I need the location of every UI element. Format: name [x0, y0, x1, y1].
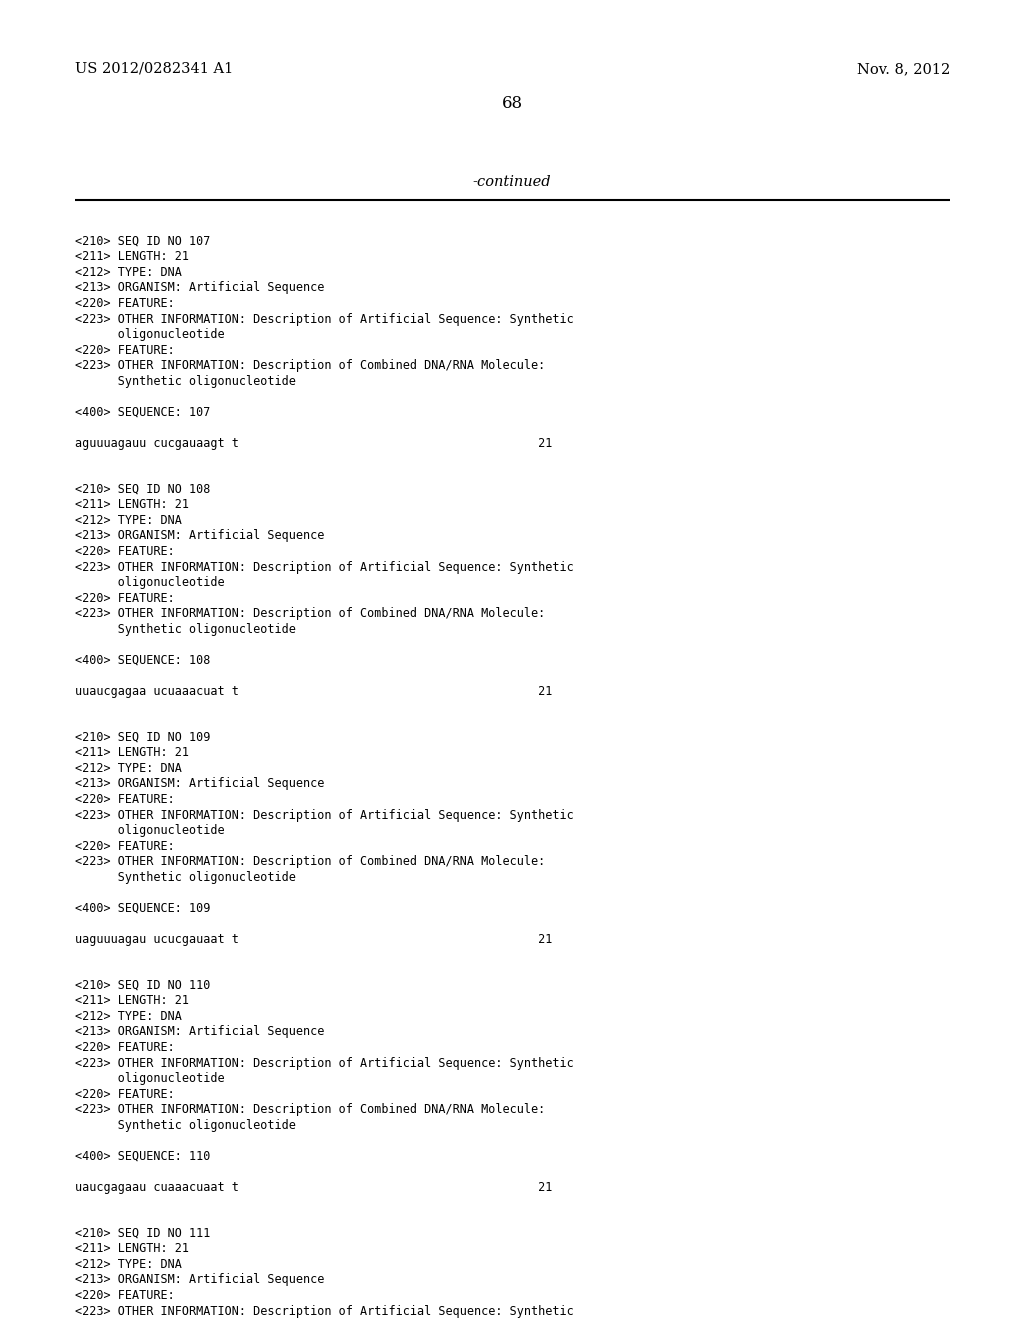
Text: US 2012/0282341 A1: US 2012/0282341 A1	[75, 62, 233, 77]
Text: <400> SEQUENCE: 107: <400> SEQUENCE: 107	[75, 405, 210, 418]
Text: <400> SEQUENCE: 110: <400> SEQUENCE: 110	[75, 1150, 210, 1163]
Text: <223> OTHER INFORMATION: Description of Combined DNA/RNA Molecule:: <223> OTHER INFORMATION: Description of …	[75, 855, 545, 869]
Text: Synthetic oligonucleotide: Synthetic oligonucleotide	[75, 623, 296, 635]
Text: <223> OTHER INFORMATION: Description of Combined DNA/RNA Molecule:: <223> OTHER INFORMATION: Description of …	[75, 607, 545, 620]
Text: <400> SEQUENCE: 108: <400> SEQUENCE: 108	[75, 653, 210, 667]
Text: uuaucgagaa ucuaaacuat t                                          21: uuaucgagaa ucuaaacuat t 21	[75, 685, 552, 697]
Text: <213> ORGANISM: Artificial Sequence: <213> ORGANISM: Artificial Sequence	[75, 281, 325, 294]
Text: Synthetic oligonucleotide: Synthetic oligonucleotide	[75, 375, 296, 388]
Text: <220> FEATURE:: <220> FEATURE:	[75, 1041, 175, 1053]
Text: <223> OTHER INFORMATION: Description of Artificial Sequence: Synthetic: <223> OTHER INFORMATION: Description of …	[75, 1056, 573, 1069]
Text: Synthetic oligonucleotide: Synthetic oligonucleotide	[75, 870, 296, 883]
Text: 68: 68	[502, 95, 522, 112]
Text: <213> ORGANISM: Artificial Sequence: <213> ORGANISM: Artificial Sequence	[75, 529, 325, 543]
Text: <212> TYPE: DNA: <212> TYPE: DNA	[75, 513, 182, 527]
Text: <220> FEATURE:: <220> FEATURE:	[75, 297, 175, 310]
Text: <220> FEATURE:: <220> FEATURE:	[75, 1290, 175, 1302]
Text: Synthetic oligonucleotide: Synthetic oligonucleotide	[75, 1118, 296, 1131]
Text: oligonucleotide: oligonucleotide	[75, 824, 224, 837]
Text: <210> SEQ ID NO 107: <210> SEQ ID NO 107	[75, 235, 210, 248]
Text: <223> OTHER INFORMATION: Description of Artificial Sequence: Synthetic: <223> OTHER INFORMATION: Description of …	[75, 1304, 573, 1317]
Text: <212> TYPE: DNA: <212> TYPE: DNA	[75, 1010, 182, 1023]
Text: <211> LENGTH: 21: <211> LENGTH: 21	[75, 1242, 189, 1255]
Text: oligonucleotide: oligonucleotide	[75, 576, 224, 589]
Text: <400> SEQUENCE: 109: <400> SEQUENCE: 109	[75, 902, 210, 915]
Text: <220> FEATURE:: <220> FEATURE:	[75, 343, 175, 356]
Text: <213> ORGANISM: Artificial Sequence: <213> ORGANISM: Artificial Sequence	[75, 1274, 325, 1287]
Text: <210> SEQ ID NO 109: <210> SEQ ID NO 109	[75, 731, 210, 744]
Text: <220> FEATURE:: <220> FEATURE:	[75, 545, 175, 558]
Text: <210> SEQ ID NO 111: <210> SEQ ID NO 111	[75, 1228, 210, 1239]
Text: <223> OTHER INFORMATION: Description of Combined DNA/RNA Molecule:: <223> OTHER INFORMATION: Description of …	[75, 359, 545, 372]
Text: uaucgagaau cuaaacuaat t                                          21: uaucgagaau cuaaacuaat t 21	[75, 1180, 552, 1193]
Text: <211> LENGTH: 21: <211> LENGTH: 21	[75, 747, 189, 759]
Text: uaguuuagau ucucgauaat t                                          21: uaguuuagau ucucgauaat t 21	[75, 932, 552, 945]
Text: <223> OTHER INFORMATION: Description of Artificial Sequence: Synthetic: <223> OTHER INFORMATION: Description of …	[75, 808, 573, 821]
Text: <211> LENGTH: 21: <211> LENGTH: 21	[75, 499, 189, 511]
Text: <211> LENGTH: 21: <211> LENGTH: 21	[75, 251, 189, 264]
Text: <220> FEATURE:: <220> FEATURE:	[75, 840, 175, 853]
Text: <213> ORGANISM: Artificial Sequence: <213> ORGANISM: Artificial Sequence	[75, 777, 325, 791]
Text: <220> FEATURE:: <220> FEATURE:	[75, 1088, 175, 1101]
Text: <220> FEATURE:: <220> FEATURE:	[75, 591, 175, 605]
Text: Nov. 8, 2012: Nov. 8, 2012	[857, 62, 950, 77]
Text: <210> SEQ ID NO 110: <210> SEQ ID NO 110	[75, 979, 210, 993]
Text: <211> LENGTH: 21: <211> LENGTH: 21	[75, 994, 189, 1007]
Text: -continued: -continued	[473, 176, 551, 189]
Text: <220> FEATURE:: <220> FEATURE:	[75, 793, 175, 807]
Text: <212> TYPE: DNA: <212> TYPE: DNA	[75, 762, 182, 775]
Text: aguuuagauu cucgauaagt t                                          21: aguuuagauu cucgauaagt t 21	[75, 437, 552, 450]
Text: <212> TYPE: DNA: <212> TYPE: DNA	[75, 1258, 182, 1271]
Text: <213> ORGANISM: Artificial Sequence: <213> ORGANISM: Artificial Sequence	[75, 1026, 325, 1039]
Text: <212> TYPE: DNA: <212> TYPE: DNA	[75, 267, 182, 279]
Text: oligonucleotide: oligonucleotide	[75, 1072, 224, 1085]
Text: <223> OTHER INFORMATION: Description of Artificial Sequence: Synthetic: <223> OTHER INFORMATION: Description of …	[75, 561, 573, 573]
Text: oligonucleotide: oligonucleotide	[75, 327, 224, 341]
Text: <223> OTHER INFORMATION: Description of Artificial Sequence: Synthetic: <223> OTHER INFORMATION: Description of …	[75, 313, 573, 326]
Text: <223> OTHER INFORMATION: Description of Combined DNA/RNA Molecule:: <223> OTHER INFORMATION: Description of …	[75, 1104, 545, 1115]
Text: <210> SEQ ID NO 108: <210> SEQ ID NO 108	[75, 483, 210, 496]
